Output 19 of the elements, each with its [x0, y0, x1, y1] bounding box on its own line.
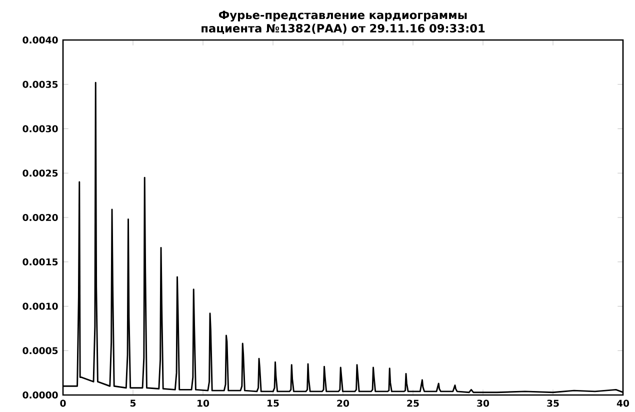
x-tick-label: 0	[60, 400, 66, 407]
x-tick-label: 40	[616, 400, 630, 407]
x-tick-label: 20	[337, 400, 350, 407]
chart-title: Фурье-представление кардиограммы пациента №1382(РАА) от 29.11.16 09:33:01	[202, 10, 485, 34]
x-tick-label: 10	[198, 400, 210, 407]
x-tick-label: 5	[130, 400, 136, 407]
y-tick-label: 0.0025	[22, 170, 58, 177]
y-tick-label: 0.0040	[22, 36, 58, 44]
y-tick-label: 0.0005	[22, 347, 58, 354]
x-tick-label: 25	[407, 400, 419, 407]
x-tick-label: 30	[477, 400, 490, 407]
x-tick-label: 35	[547, 400, 559, 407]
x-tick-label: 15	[268, 400, 279, 407]
y-tick-label: 0.0015	[22, 258, 58, 266]
y-tick-label: 0.0000	[22, 391, 58, 399]
y-tick-label: 0.0010	[22, 302, 58, 310]
y-tick-label: 0.0035	[22, 80, 58, 88]
y-tick-label: 0.0030	[22, 125, 58, 132]
y-tick-label: 0.0020	[22, 214, 58, 222]
